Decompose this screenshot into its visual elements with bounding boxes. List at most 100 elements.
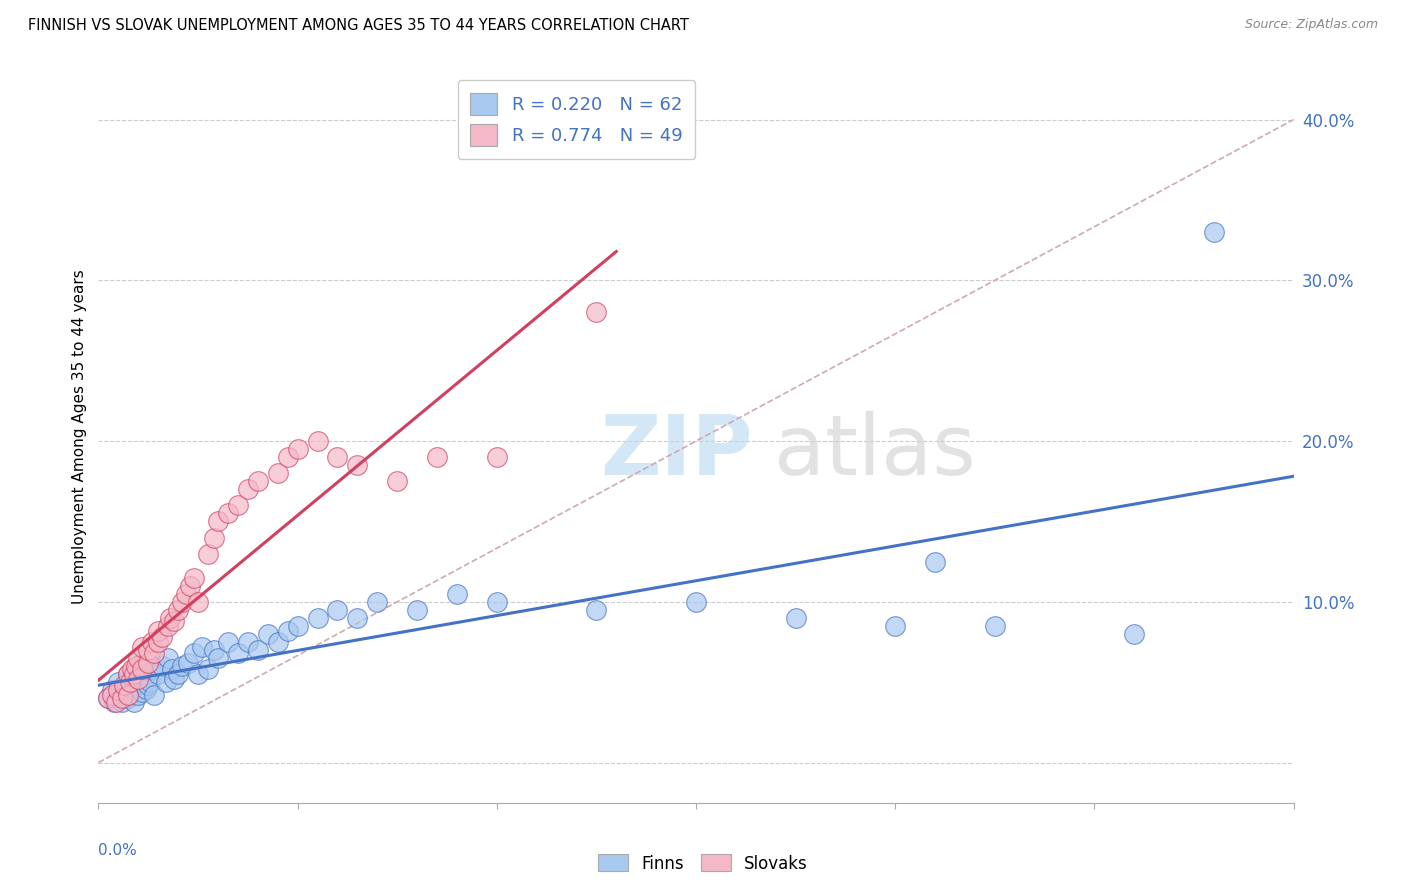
Point bbox=[346, 611, 368, 625]
Point bbox=[141, 662, 163, 676]
Text: atlas: atlas bbox=[773, 411, 976, 492]
Point bbox=[226, 646, 249, 660]
Point bbox=[131, 675, 153, 690]
Point bbox=[107, 688, 129, 702]
Point bbox=[267, 635, 290, 649]
Point bbox=[107, 683, 129, 698]
Point bbox=[307, 434, 329, 449]
Point bbox=[125, 659, 148, 673]
Point bbox=[202, 531, 225, 545]
Point bbox=[172, 659, 194, 673]
Y-axis label: Unemployment Among Ages 35 to 44 years: Unemployment Among Ages 35 to 44 years bbox=[72, 269, 87, 605]
Point bbox=[143, 646, 166, 660]
Text: Source: ZipAtlas.com: Source: ZipAtlas.com bbox=[1244, 18, 1378, 31]
Point bbox=[141, 635, 163, 649]
Point bbox=[150, 630, 173, 644]
Point bbox=[111, 694, 134, 708]
Point bbox=[121, 662, 143, 676]
Point bbox=[117, 691, 139, 706]
Point bbox=[984, 619, 1007, 633]
Point bbox=[326, 603, 349, 617]
Point bbox=[202, 643, 225, 657]
Point bbox=[135, 681, 157, 696]
Point bbox=[101, 688, 124, 702]
Point bbox=[97, 691, 120, 706]
Point bbox=[157, 619, 180, 633]
Point bbox=[124, 694, 146, 708]
Point bbox=[172, 595, 194, 609]
Point bbox=[183, 571, 205, 585]
Point bbox=[107, 675, 129, 690]
Point bbox=[148, 624, 170, 638]
Point bbox=[485, 595, 508, 609]
Point bbox=[97, 691, 120, 706]
Point bbox=[136, 643, 159, 657]
Point bbox=[287, 442, 309, 457]
Point bbox=[127, 688, 149, 702]
Point bbox=[585, 305, 607, 319]
Point bbox=[111, 691, 134, 706]
Point bbox=[246, 475, 269, 489]
Point bbox=[385, 475, 409, 489]
Point bbox=[115, 678, 138, 692]
Point bbox=[446, 587, 468, 601]
Point bbox=[112, 678, 135, 692]
Point bbox=[131, 685, 153, 699]
Point bbox=[277, 624, 299, 638]
Point bbox=[120, 688, 142, 702]
Point bbox=[167, 603, 190, 617]
Point bbox=[124, 675, 146, 690]
Text: 0.0%: 0.0% bbox=[98, 843, 138, 858]
Point bbox=[103, 694, 125, 708]
Point bbox=[287, 619, 309, 633]
Point bbox=[125, 672, 148, 686]
Point bbox=[277, 450, 299, 465]
Point bbox=[485, 450, 508, 465]
Point bbox=[124, 667, 146, 681]
Point bbox=[163, 672, 186, 686]
Point bbox=[924, 555, 946, 569]
Point bbox=[163, 614, 186, 628]
Point bbox=[191, 640, 214, 654]
Point bbox=[160, 662, 183, 676]
Point bbox=[346, 458, 368, 473]
Point bbox=[1202, 225, 1225, 239]
Point bbox=[121, 681, 143, 696]
Point bbox=[179, 579, 201, 593]
Point bbox=[406, 603, 429, 617]
Point bbox=[155, 675, 177, 690]
Point bbox=[131, 662, 153, 676]
Point bbox=[187, 667, 209, 681]
Point bbox=[207, 515, 229, 529]
Legend: R = 0.220   N = 62, R = 0.774   N = 49: R = 0.220 N = 62, R = 0.774 N = 49 bbox=[458, 80, 695, 159]
Point bbox=[136, 656, 159, 670]
Point bbox=[143, 688, 166, 702]
Point bbox=[197, 662, 219, 676]
Point bbox=[177, 656, 200, 670]
Point bbox=[267, 467, 290, 481]
Point bbox=[187, 595, 209, 609]
Text: ZIP: ZIP bbox=[600, 411, 752, 492]
Point bbox=[884, 619, 907, 633]
Point bbox=[157, 651, 180, 665]
Point bbox=[127, 651, 149, 665]
Point bbox=[426, 450, 449, 465]
Point bbox=[785, 611, 807, 625]
Point bbox=[117, 667, 139, 681]
Point bbox=[112, 685, 135, 699]
Text: FINNISH VS SLOVAK UNEMPLOYMENT AMONG AGES 35 TO 44 YEARS CORRELATION CHART: FINNISH VS SLOVAK UNEMPLOYMENT AMONG AGE… bbox=[28, 18, 689, 33]
Point bbox=[150, 659, 173, 673]
Point bbox=[120, 675, 142, 690]
Point bbox=[366, 595, 388, 609]
Point bbox=[1123, 627, 1146, 641]
Point bbox=[127, 659, 149, 673]
Point bbox=[183, 646, 205, 660]
Point bbox=[139, 675, 162, 690]
Point bbox=[217, 635, 239, 649]
Point bbox=[167, 667, 190, 681]
Point bbox=[236, 635, 259, 649]
Point bbox=[117, 688, 139, 702]
Point bbox=[101, 683, 124, 698]
Point bbox=[226, 499, 249, 513]
Legend: Finns, Slovaks: Finns, Slovaks bbox=[592, 847, 814, 880]
